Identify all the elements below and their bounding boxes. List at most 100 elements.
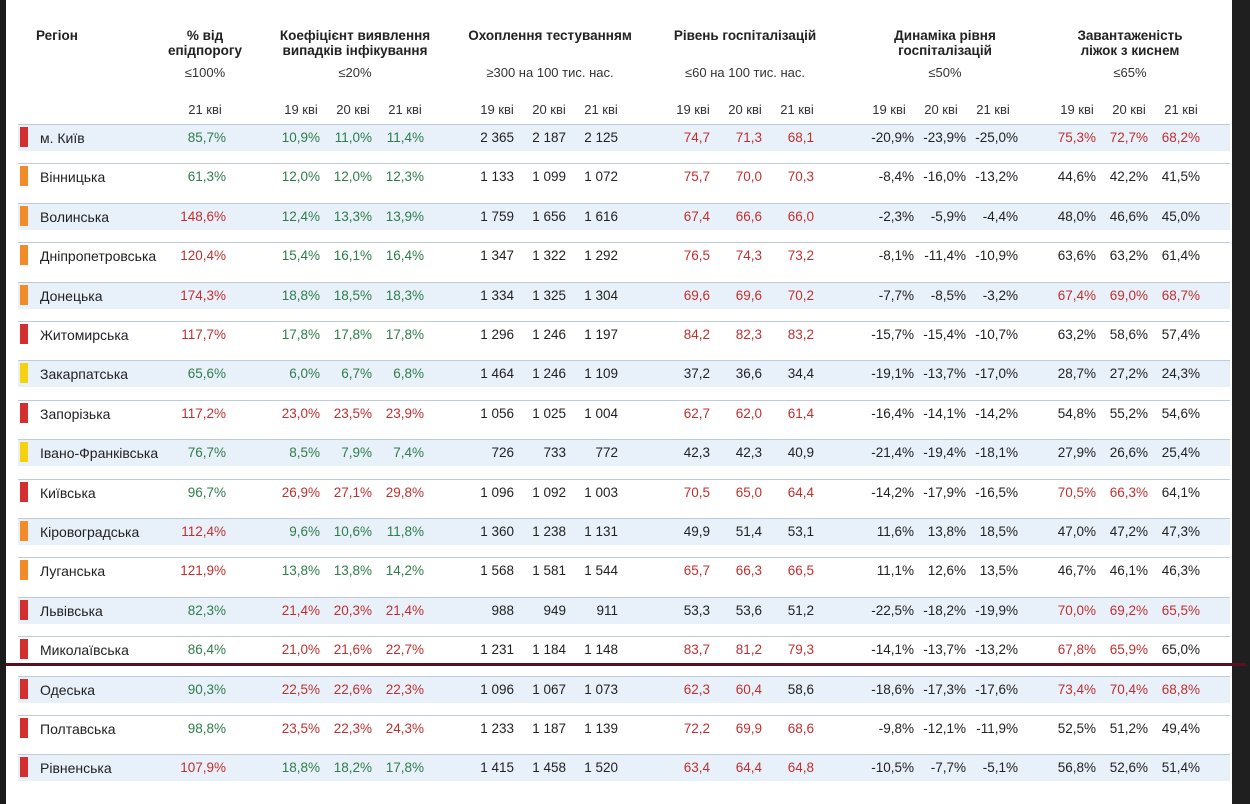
cell-beds: 65,9% [1109, 642, 1148, 657]
cell-det: 11,0% [334, 130, 372, 145]
region-name: Донецька [40, 288, 103, 304]
table-row: Львівська 82,3% 21,4% 20,3% 21,4% 988 949 911 53… [18, 598, 1230, 624]
header-threshold-title-2: епідпорогу [167, 43, 242, 58]
cell-test: 1 072 [584, 169, 618, 184]
row-separator [18, 163, 1230, 164]
cell-beds: 68,2% [1161, 130, 1200, 145]
cell-thr: 174,3% [180, 288, 226, 303]
status-marker [20, 363, 28, 383]
cell-beds: 63,2% [1057, 327, 1096, 342]
cell-dyn: -19,1% [871, 366, 914, 381]
cell-test: 1 073 [584, 682, 618, 697]
region-name: Житомирська [40, 327, 129, 343]
table-row: Закарпатська 65,6% 6,0% 6,7% 6,8% 1 464 1 246 1… [18, 361, 1230, 387]
cell-dyn: -16,5% [975, 485, 1018, 500]
cell-det: 11,4% [386, 130, 424, 145]
cell-test: 1 464 [480, 366, 514, 381]
cell-test: 1 238 [532, 524, 566, 539]
date-label: 21 кві [1164, 102, 1198, 117]
cell-hosp: 49,9 [683, 524, 710, 539]
cell-beds: 70,4% [1109, 682, 1148, 697]
cell-hosp: 42,3 [735, 445, 762, 460]
cell-beds: 46,3% [1161, 563, 1200, 578]
cell-det: 6,8% [393, 366, 424, 381]
cell-dyn: -13,2% [975, 169, 1018, 184]
header-detect-title-1: Коефіцієнт виявлення [279, 28, 431, 43]
cell-det: 22,3% [385, 682, 424, 697]
cell-hosp: 70,3 [787, 169, 814, 184]
date-label: 19 кві [480, 102, 514, 117]
region-name: Київська [40, 485, 96, 501]
cell-dyn: -22,5% [871, 603, 914, 618]
cell-hosp: 67,4 [683, 209, 710, 224]
status-marker [20, 718, 28, 738]
cell-test: 1 544 [584, 563, 618, 578]
cell-det: 12,4% [281, 209, 320, 224]
cell-test: 1 347 [480, 248, 514, 263]
cell-det: 22,5% [281, 682, 320, 697]
cell-dyn: 13,5% [979, 563, 1018, 578]
cell-det: 13,9% [385, 209, 424, 224]
cell-test: 1 197 [584, 327, 618, 342]
row-separator [18, 676, 1230, 677]
cell-beds: 46,1% [1109, 563, 1148, 578]
cell-hosp: 53,1 [787, 524, 814, 539]
cell-det: 23,5% [333, 406, 372, 421]
cell-beds: 54,8% [1057, 406, 1096, 421]
status-marker [20, 757, 28, 777]
header-beds-title-2: ліжок з киснем [1080, 43, 1180, 58]
cell-beds: 48,0% [1057, 209, 1096, 224]
cell-dyn: -19,4% [923, 445, 966, 460]
row-separator [18, 124, 1230, 125]
cell-dyn: -18,6% [871, 682, 914, 697]
cell-test: 1 616 [584, 209, 618, 224]
cell-dyn: -14,2% [871, 485, 914, 500]
cell-hosp: 76,5 [683, 248, 710, 263]
date-label: 21 кві [388, 102, 422, 117]
cell-hosp: 73,2 [787, 248, 814, 263]
cell-dyn: -13,7% [923, 366, 966, 381]
cell-test: 1 025 [532, 406, 566, 421]
header-hosp-limit: ≤60 на 100 тис. нас. [685, 65, 805, 80]
region-name: м. Київ [40, 130, 85, 146]
row-separator [18, 518, 1230, 519]
cell-test: 1 131 [584, 524, 618, 539]
region-name: Луганська [40, 563, 106, 579]
cell-beds: 56,8% [1057, 760, 1096, 775]
table-row: Полтавська 98,8% 23,5% 22,3% 24,3% 1 233 1 187… [18, 716, 1230, 742]
table-row: Дніпропетровська 120,4% 15,4% 16,1% 16,4% 1 3… [18, 243, 1230, 269]
row-separator [18, 557, 1230, 558]
cell-det: 10,6% [333, 524, 372, 539]
header-threshold-title: % від епідпорогу [150, 28, 260, 58]
cell-hosp: 69,6 [735, 288, 762, 303]
cell-thr: 148,6% [180, 209, 226, 224]
cell-beds: 54,6% [1161, 406, 1200, 421]
cell-det: 13,3% [333, 209, 372, 224]
cell-test: 1 233 [480, 721, 514, 736]
region-name: Волинська [40, 209, 110, 225]
cell-beds: 66,3% [1109, 485, 1148, 500]
cell-hosp: 66,3 [735, 563, 762, 578]
cell-test: 1 325 [532, 288, 566, 303]
status-marker [20, 521, 28, 541]
date-label: 20 кві [924, 102, 958, 117]
cell-dyn: -7,7% [930, 760, 966, 775]
cell-det: 21,4% [281, 603, 320, 618]
cell-det: 10,9% [281, 130, 320, 145]
cell-det: 8,5% [289, 445, 320, 460]
cell-beds: 72,7% [1109, 130, 1148, 145]
cell-test: 1 415 [480, 760, 514, 775]
cell-dyn: -17,6% [975, 682, 1018, 697]
cell-dyn: -14,2% [975, 406, 1018, 421]
cell-test: 1 099 [532, 169, 566, 184]
cell-hosp: 40,9 [787, 445, 814, 460]
status-marker [20, 482, 28, 502]
cell-det: 18,5% [333, 288, 372, 303]
cell-beds: 24,3% [1161, 366, 1200, 381]
cell-beds: 27,2% [1109, 366, 1148, 381]
table-row: Кіровоградська 112,4% 9,6% 10,6% 11,8% 1 360 1… [18, 519, 1230, 545]
cell-test: 1 304 [584, 288, 618, 303]
cell-dyn: -18,1% [975, 445, 1018, 460]
cell-test: 1 096 [480, 682, 514, 697]
